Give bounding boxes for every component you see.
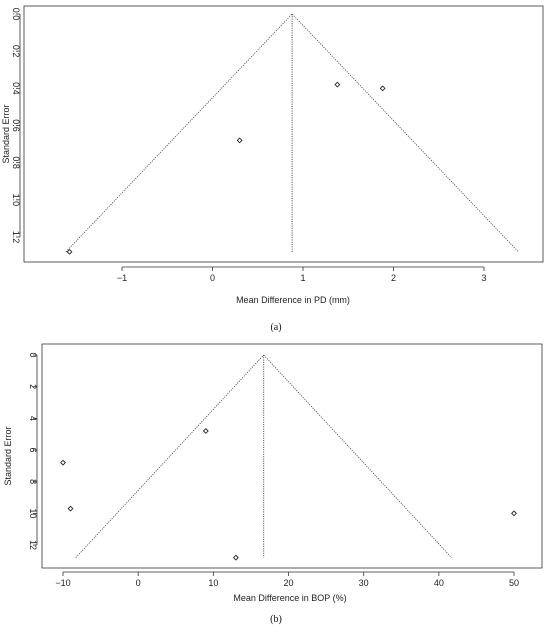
chart-b: 0 2 4 6 8 10 12 −10 0 10 20 30 40 50 Mean Difference… xyxy=(3,343,543,625)
chart-a-study-point xyxy=(236,137,243,144)
chart-a-y-label: Standard Error xyxy=(1,104,11,163)
chart-b-x-tick-label: 50 xyxy=(509,578,519,588)
chart-b-study-point xyxy=(67,505,74,512)
chart-b-x-tick-label: 40 xyxy=(434,578,444,588)
chart-a-y-tick-label: 0.0 xyxy=(11,8,21,21)
chart-a-funnel-right xyxy=(291,13,519,253)
chart-b-y-tick-label: 12 xyxy=(28,540,38,550)
chart-b-y-tick-label: 6 xyxy=(28,447,38,452)
chart-a-x-tick-label: 1 xyxy=(300,273,305,283)
chart-b-study-point xyxy=(202,428,209,434)
chart-b-study-point xyxy=(232,554,239,561)
chart-a-y-tick-label: 0.4 xyxy=(11,82,21,95)
chart-a-frame xyxy=(23,5,544,263)
chart-a-y-tick-label: 1.2 xyxy=(11,231,21,244)
chart-b-caption: (b) xyxy=(270,614,282,625)
chart-b-x-tick-label: 10 xyxy=(208,578,218,588)
chart-b-funnel-left xyxy=(75,354,264,558)
chart-a-y-tick-label: 1.0 xyxy=(11,194,21,207)
chart-b-x-tick-label: 30 xyxy=(359,578,369,588)
chart-b-y-tick-label: 4 xyxy=(28,416,38,421)
chart-b-study-point xyxy=(511,510,517,517)
chart-a: 0.0 0.2 0.4 0.6 0.8 1.0 1.2 −1 0 1 2 3 Mean Differ… xyxy=(1,5,544,333)
chart-a-x-tick-label: 3 xyxy=(481,273,486,283)
chart-a-study-point xyxy=(334,81,341,88)
chart-b-y-tick-label: 8 xyxy=(28,479,38,484)
chart-b-x-label: Mean Difference in BOP (%) xyxy=(233,593,346,603)
chart-a-caption: (a) xyxy=(270,322,281,333)
chart-b-funnel-right xyxy=(263,354,452,558)
chart-a-x-label: Mean Difference in PD (mm) xyxy=(236,295,350,305)
chart-b-y-tick-label: 2 xyxy=(28,384,38,389)
chart-b-y-tick-label: 10 xyxy=(28,508,38,518)
chart-a-y-tick-label: 0.6 xyxy=(11,119,21,132)
chart-a-funnel-left xyxy=(65,13,293,253)
chart-a-study-point xyxy=(379,85,386,92)
chart-a-x-tick-label: 0 xyxy=(210,273,215,283)
chart-a-study-point xyxy=(66,248,73,255)
chart-a-x-tick-label: −1 xyxy=(117,273,127,283)
chart-a-y-tick-label: 0.8 xyxy=(11,156,21,169)
chart-b-study-point xyxy=(60,459,66,466)
chart-b-frame xyxy=(41,343,543,569)
chart-a-x-tick-label: 2 xyxy=(391,273,396,283)
chart-b-x-tick-label: 0 xyxy=(136,578,141,588)
chart-a-y-tick-label: 0.2 xyxy=(11,45,21,58)
chart-b-y-tick-label: 0 xyxy=(28,352,38,357)
chart-b-x-tick-label: 20 xyxy=(283,578,293,588)
chart-b-y-label: Standard Error xyxy=(3,426,13,485)
chart-b-x-tick-label: −10 xyxy=(55,578,70,588)
